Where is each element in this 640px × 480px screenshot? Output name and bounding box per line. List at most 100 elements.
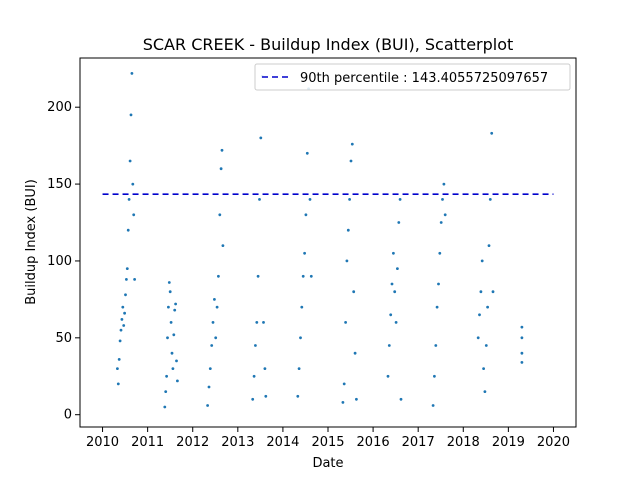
data-point bbox=[390, 282, 394, 286]
data-point bbox=[389, 313, 393, 317]
data-point bbox=[520, 325, 524, 329]
data-point bbox=[520, 361, 524, 364]
data-point bbox=[121, 305, 125, 309]
x-tick-label: 2013 bbox=[221, 435, 254, 450]
data-point bbox=[484, 344, 488, 347]
plot-frame bbox=[79, 57, 577, 428]
data-point bbox=[476, 336, 480, 340]
data-point bbox=[431, 404, 435, 407]
data-point bbox=[437, 282, 440, 286]
data-point bbox=[488, 198, 492, 201]
data-point bbox=[125, 278, 128, 281]
data-point bbox=[349, 159, 353, 163]
data-point bbox=[482, 367, 485, 370]
x-axis-label: Date bbox=[312, 456, 343, 471]
y-axis-label: Buildup Index (BUI) bbox=[24, 179, 39, 305]
data-point bbox=[170, 351, 174, 355]
y-tick-label: 200 bbox=[47, 100, 72, 115]
data-point bbox=[164, 390, 168, 393]
data-point bbox=[386, 374, 390, 378]
y-tick-label: 100 bbox=[47, 254, 72, 269]
y-tick-label: 0 bbox=[64, 408, 72, 423]
data-point bbox=[396, 267, 399, 270]
data-point bbox=[215, 305, 219, 309]
x-tick-label: 2017 bbox=[402, 435, 435, 450]
data-point bbox=[171, 367, 175, 370]
data-point bbox=[130, 72, 134, 75]
data-point bbox=[127, 198, 131, 201]
data-point bbox=[176, 379, 179, 383]
data-point bbox=[220, 148, 224, 152]
data-point bbox=[393, 290, 397, 294]
data-point bbox=[392, 251, 395, 255]
data-point bbox=[353, 351, 357, 355]
x-tick-label: 2018 bbox=[447, 435, 480, 450]
data-point bbox=[210, 344, 214, 347]
data-point bbox=[305, 151, 309, 155]
data-point bbox=[441, 198, 444, 201]
data-point bbox=[125, 267, 129, 270]
data-point bbox=[128, 159, 132, 163]
data-point bbox=[213, 298, 216, 301]
data-point bbox=[126, 228, 130, 232]
data-point bbox=[490, 131, 494, 135]
y-tick-label: 150 bbox=[47, 177, 72, 192]
x-tick-label: 2019 bbox=[492, 435, 525, 450]
data-point bbox=[122, 324, 126, 327]
legend: 90th percentile : 143.4055725097657 bbox=[254, 63, 571, 91]
data-point bbox=[344, 321, 347, 324]
data-point bbox=[300, 305, 304, 309]
data-point bbox=[175, 359, 178, 363]
x-tick-label: 2012 bbox=[176, 435, 209, 450]
data-point bbox=[117, 358, 121, 361]
data-point bbox=[394, 321, 398, 324]
data-point bbox=[435, 305, 439, 309]
data-point bbox=[254, 344, 257, 347]
data-point bbox=[218, 213, 222, 217]
data-point bbox=[172, 333, 176, 337]
data-point bbox=[252, 374, 256, 378]
data-point bbox=[398, 198, 402, 201]
chart-title: SCAR CREEK - Buildup Index (BUI), Scatte… bbox=[143, 35, 514, 54]
x-tick-label: 2014 bbox=[266, 435, 299, 450]
x-tick-label: 2010 bbox=[86, 435, 119, 450]
data-point bbox=[434, 344, 438, 347]
data-point bbox=[119, 328, 123, 332]
data-point bbox=[129, 113, 133, 117]
data-point bbox=[169, 321, 173, 324]
data-point bbox=[480, 259, 484, 263]
data-point bbox=[262, 321, 265, 324]
data-point bbox=[308, 198, 312, 201]
data-point bbox=[443, 213, 447, 217]
data-point bbox=[163, 405, 167, 409]
data-point bbox=[217, 274, 220, 278]
data-point bbox=[486, 305, 489, 309]
data-point bbox=[350, 142, 354, 146]
y-axis: 0 50 100 150 200 bbox=[47, 100, 80, 423]
data-point bbox=[301, 274, 305, 278]
data-point bbox=[487, 244, 491, 248]
x-tick-label: 2016 bbox=[357, 435, 390, 450]
data-point bbox=[355, 397, 358, 401]
data-point bbox=[478, 313, 481, 317]
x-tick-label: 2011 bbox=[131, 435, 164, 450]
data-point bbox=[214, 336, 218, 340]
data-point bbox=[259, 136, 263, 140]
data-point bbox=[206, 404, 210, 407]
data-point bbox=[309, 274, 313, 278]
data-point bbox=[299, 336, 302, 340]
x-tick-label: 2020 bbox=[537, 435, 570, 450]
data-point bbox=[167, 305, 170, 309]
data-point bbox=[116, 382, 120, 386]
data-point bbox=[118, 339, 122, 343]
data-point bbox=[124, 293, 127, 297]
data-point bbox=[346, 228, 350, 232]
data-point bbox=[345, 259, 349, 263]
data-point bbox=[167, 281, 171, 284]
data-point bbox=[168, 290, 172, 294]
data-point bbox=[303, 251, 306, 255]
data-point bbox=[120, 318, 124, 321]
data-point bbox=[479, 290, 483, 294]
data-point bbox=[256, 274, 260, 278]
